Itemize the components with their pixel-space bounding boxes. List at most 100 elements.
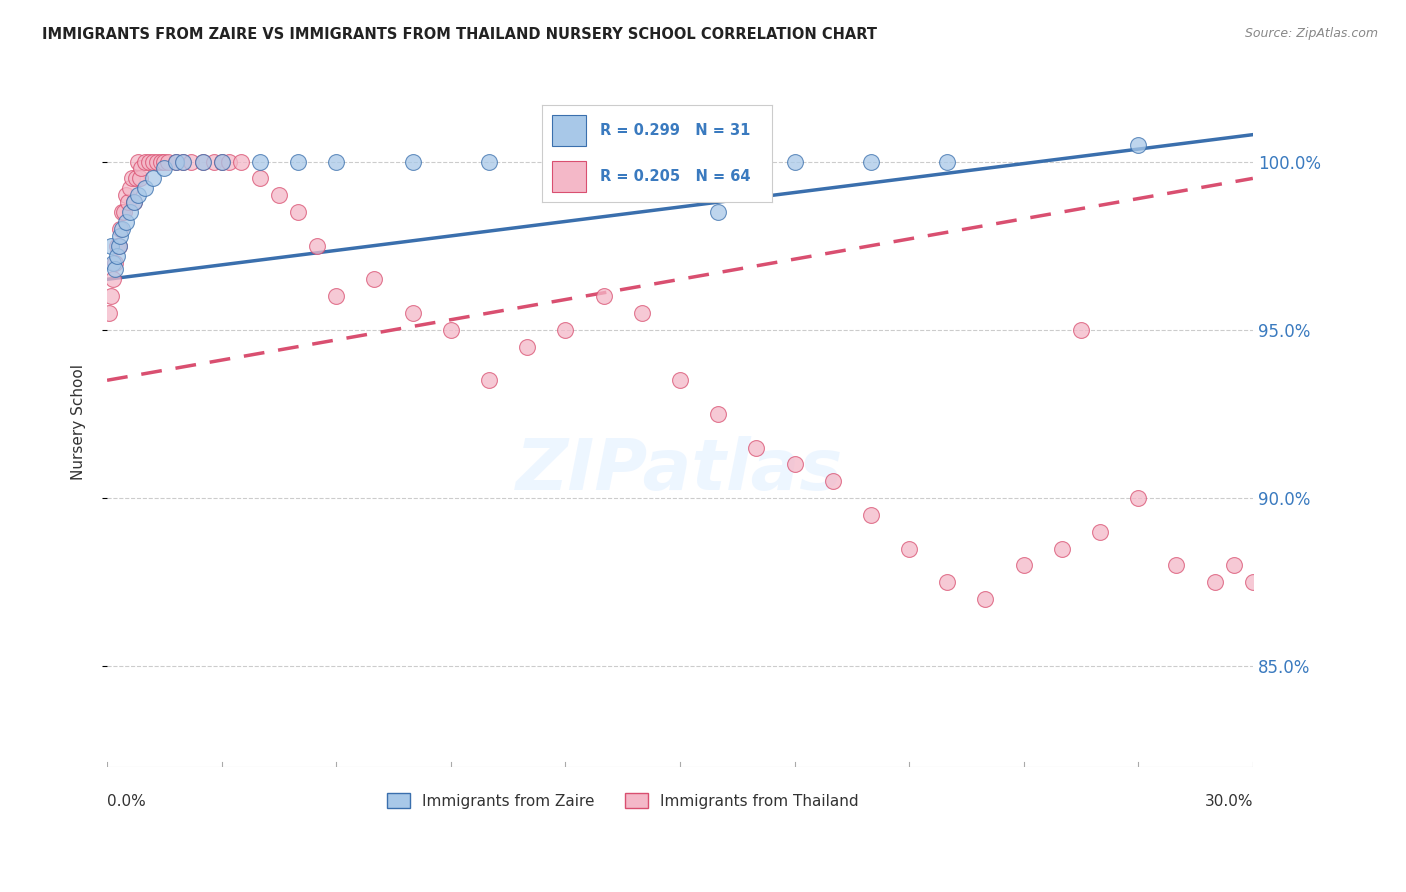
Point	[142, 171, 165, 186]
Point	[100, 289, 122, 303]
Point	[707, 407, 730, 421]
Point	[131, 161, 153, 176]
Point	[142, 154, 165, 169]
Point	[101, 255, 124, 269]
Point	[127, 188, 149, 202]
Point	[783, 154, 806, 169]
Point	[1012, 558, 1035, 573]
Point	[121, 171, 143, 186]
Point	[1166, 558, 1188, 573]
Point	[401, 306, 423, 320]
Point	[249, 171, 271, 186]
Point	[1222, 558, 1244, 573]
Point	[440, 323, 463, 337]
Point	[118, 181, 141, 195]
Point	[104, 255, 127, 269]
Point	[153, 154, 176, 169]
Point	[138, 154, 160, 169]
Point	[287, 205, 309, 219]
Point	[478, 154, 501, 169]
Text: ZIPatlas: ZIPatlas	[516, 436, 844, 505]
Point	[363, 272, 385, 286]
Point	[125, 171, 148, 186]
Point	[115, 188, 138, 202]
Point	[122, 194, 145, 209]
Point	[211, 154, 233, 169]
Point	[191, 154, 214, 169]
Point	[111, 222, 134, 236]
Point	[165, 154, 187, 169]
Point	[267, 188, 290, 202]
Point	[554, 154, 576, 169]
Point	[592, 289, 614, 303]
Point	[111, 205, 134, 219]
Point	[122, 194, 145, 209]
Point	[105, 249, 128, 263]
Text: Source: ZipAtlas.com: Source: ZipAtlas.com	[1244, 27, 1378, 40]
Point	[249, 154, 271, 169]
Point	[128, 171, 150, 186]
Point	[1128, 491, 1150, 505]
Point	[898, 541, 921, 556]
Point	[134, 154, 156, 169]
Point	[172, 154, 194, 169]
Text: 30.0%: 30.0%	[1205, 794, 1253, 809]
Point	[105, 238, 128, 252]
Point	[229, 154, 252, 169]
Point	[974, 592, 997, 607]
Point	[107, 238, 129, 252]
Point	[100, 238, 122, 252]
Point	[202, 154, 225, 169]
Point	[180, 154, 202, 169]
Point	[478, 373, 501, 387]
Point	[401, 154, 423, 169]
Point	[112, 205, 135, 219]
Point	[630, 306, 652, 320]
Point	[1070, 323, 1092, 337]
Point	[783, 458, 806, 472]
Point	[669, 373, 692, 387]
Point	[191, 154, 214, 169]
Point	[110, 222, 132, 236]
Point	[859, 154, 882, 169]
Point	[859, 508, 882, 522]
Point	[821, 474, 844, 488]
Point	[307, 238, 329, 252]
Point	[145, 154, 167, 169]
Point	[107, 238, 129, 252]
Point	[98, 306, 121, 320]
Point	[1050, 541, 1073, 556]
Point	[669, 154, 692, 169]
Point	[117, 194, 139, 209]
Point	[115, 215, 138, 229]
Point	[211, 154, 233, 169]
Point	[127, 154, 149, 169]
Point	[554, 323, 576, 337]
Point	[936, 154, 959, 169]
Point	[118, 205, 141, 219]
Legend: Immigrants from Zaire, Immigrants from Thailand: Immigrants from Zaire, Immigrants from T…	[381, 787, 865, 814]
Text: IMMIGRANTS FROM ZAIRE VS IMMIGRANTS FROM THAILAND NURSERY SCHOOL CORRELATION CHA: IMMIGRANTS FROM ZAIRE VS IMMIGRANTS FROM…	[42, 27, 877, 42]
Point	[1204, 575, 1226, 590]
Point	[172, 154, 194, 169]
Point	[516, 340, 538, 354]
Point	[745, 441, 768, 455]
Point	[110, 228, 132, 243]
Point	[165, 154, 187, 169]
Point	[1128, 137, 1150, 152]
Point	[153, 161, 176, 176]
Point	[630, 154, 652, 169]
Point	[1088, 524, 1111, 539]
Point	[287, 154, 309, 169]
Text: 0.0%: 0.0%	[107, 794, 146, 809]
Point	[325, 154, 347, 169]
Y-axis label: Nursery School: Nursery School	[72, 364, 86, 481]
Point	[1241, 575, 1264, 590]
Point	[707, 205, 730, 219]
Point	[149, 154, 172, 169]
Point	[134, 181, 156, 195]
Point	[936, 575, 959, 590]
Point	[101, 272, 124, 286]
Point	[218, 154, 240, 169]
Point	[325, 289, 347, 303]
